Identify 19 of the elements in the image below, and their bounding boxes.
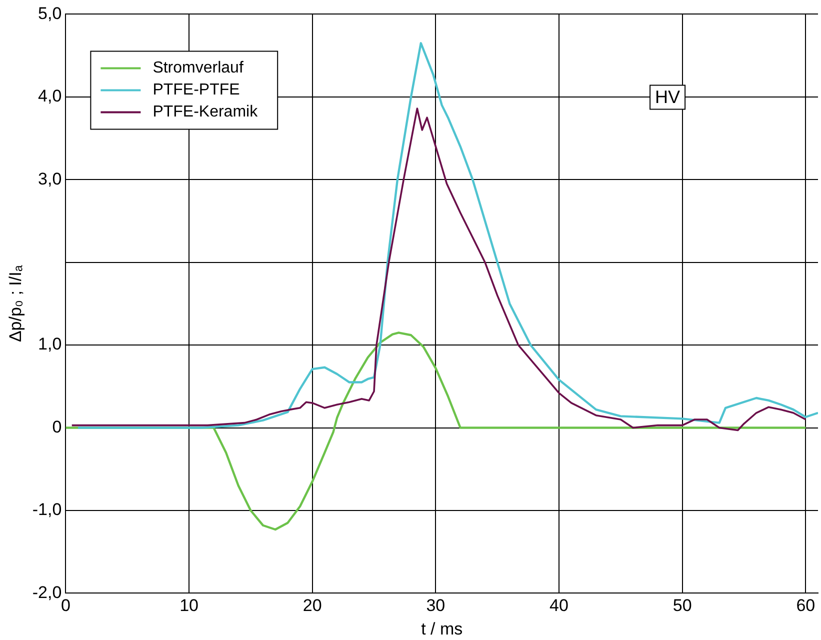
x-tick-label: 10 xyxy=(180,596,198,616)
x-tick-label: 20 xyxy=(302,596,322,616)
y-tick-label: -2,0 xyxy=(32,582,62,602)
y-tick-label: 3,0 xyxy=(38,169,62,188)
x-axis-title: t / ms xyxy=(421,619,463,638)
y-tick-label: 5,0 xyxy=(38,4,62,23)
y-tick-label: 4,0 xyxy=(38,86,62,106)
legend-label: Stromverlauf xyxy=(152,60,244,77)
legend-label: PTFE-Keramik xyxy=(152,104,259,121)
x-tick-label: 40 xyxy=(550,596,568,616)
y-tick-label: 0 xyxy=(52,417,62,436)
x-tick-label: 60 xyxy=(796,596,816,616)
x-tick-label: 30 xyxy=(426,596,446,616)
x-tick-label: 50 xyxy=(672,596,692,616)
y-tick-label: 1,0 xyxy=(38,334,62,354)
y-tick-label: -1,0 xyxy=(32,500,62,520)
legend-label: PTFE-PTFE xyxy=(152,82,240,99)
annotation: HV xyxy=(655,87,680,108)
y-axis-title: Δp/p₀ ; I/Iₐ xyxy=(6,264,25,342)
